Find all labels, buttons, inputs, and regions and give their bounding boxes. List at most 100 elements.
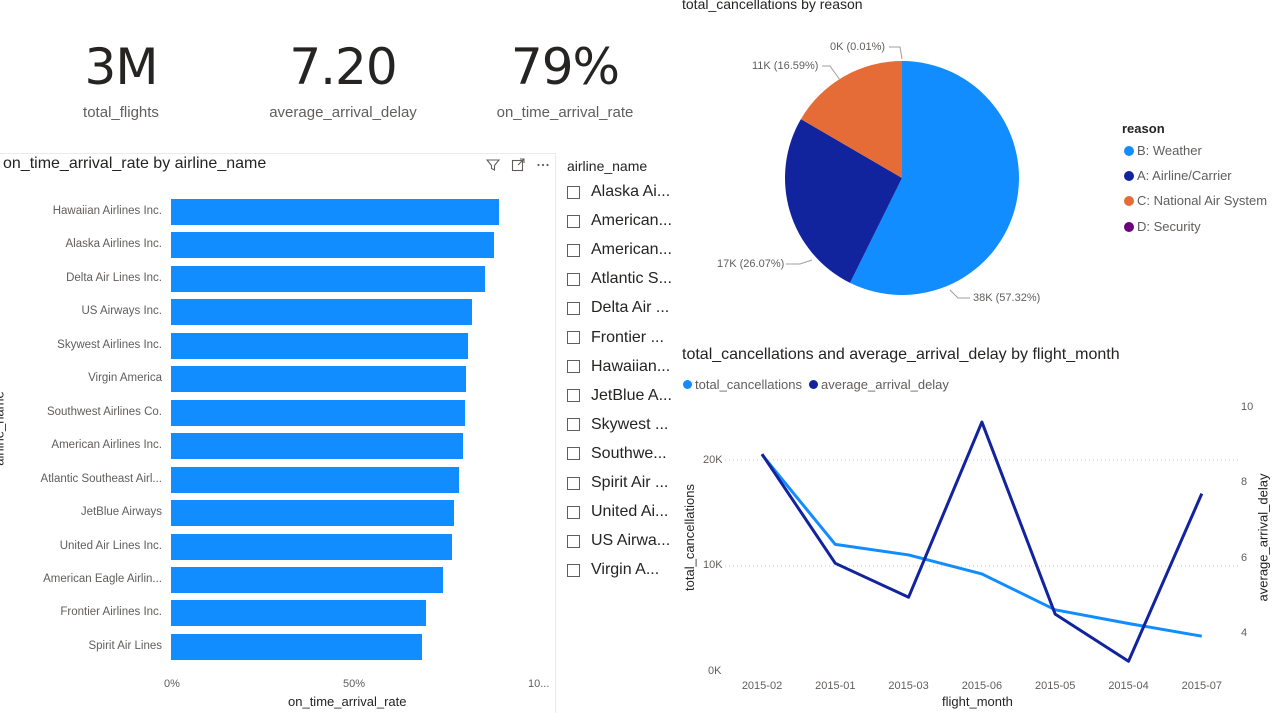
legend-item-security[interactable]: D: Security: [1124, 219, 1201, 234]
pie-data-label: 38K (57.32%): [973, 292, 1041, 304]
kpi-label: total_flights: [83, 104, 159, 121]
x-tick-label: 2015-05: [1035, 680, 1075, 692]
bar-category-label: United Air Lines Inc.: [59, 539, 162, 552]
bar[interactable]: [171, 332, 469, 359]
slicer-item[interactable]: Hawaiian...: [567, 355, 670, 379]
x-tick-label: 2015-02: [742, 680, 782, 692]
slicer-item[interactable]: Delta Air ...: [567, 296, 669, 320]
slicer-item[interactable]: Virgin A...: [567, 558, 659, 582]
slicer-item[interactable]: American...: [567, 209, 672, 233]
pie-chart-title: total_cancellations by reason: [682, 0, 863, 12]
bar-category-label: Southwest Airlines Co.: [46, 405, 162, 418]
bar-category-label: Hawaiian Airlines Inc.: [52, 205, 162, 217]
filter-icon[interactable]: [485, 157, 501, 173]
legend-dot: [1124, 221, 1134, 232]
legend-item-airline-carrier[interactable]: A: Airline/Carrier: [1124, 168, 1232, 183]
pie-data-label: 0K (0.01%): [830, 41, 886, 53]
slicer-item[interactable]: JetBlue A...: [567, 384, 672, 408]
series-line[interactable]: [760, 453, 1203, 638]
kpi-value: 7.20: [289, 38, 397, 96]
slicer-item[interactable]: American...: [567, 238, 672, 262]
legend-dot: [1124, 170, 1134, 181]
bar[interactable]: [171, 466, 460, 493]
bar[interactable]: [171, 533, 452, 560]
legend-label: total_cancellations: [695, 377, 802, 392]
bar[interactable]: [171, 199, 500, 225]
slicer-item[interactable]: Skywest ...: [567, 413, 668, 437]
legend-label: B: Weather: [1137, 143, 1202, 158]
checkbox[interactable]: [567, 389, 580, 403]
bar[interactable]: [171, 500, 454, 527]
bar[interactable]: [171, 265, 485, 292]
legend-item-average-arrival-delay[interactable]: average_arrival_delay: [809, 377, 949, 392]
bar-category-label: US Airways Inc.: [81, 305, 162, 318]
legend-item-weather[interactable]: B: Weather: [1124, 143, 1202, 158]
visual-border: [0, 153, 556, 154]
legend-label: A: Airline/Carrier: [1137, 168, 1232, 183]
right-tick-label: 10: [1241, 401, 1254, 413]
checkbox[interactable]: [567, 331, 580, 344]
slicer-item-label: Skywest ...: [591, 415, 669, 433]
checkbox[interactable]: [567, 301, 580, 315]
pie-data-label: 11K (16.59%): [752, 60, 819, 72]
checkbox[interactable]: [567, 243, 580, 257]
slicer-item[interactable]: Alaska Ai...: [567, 180, 670, 204]
checkbox[interactable]: [567, 476, 580, 490]
bar-category-label: American Eagle Airlin...: [43, 572, 162, 585]
bar-chart-x-axis-title: on_time_arrival_rate: [288, 694, 407, 709]
slicer-item-label: Southwe...: [591, 444, 667, 462]
right-tick-label: 4: [1241, 627, 1248, 639]
slicer-item[interactable]: Southwe...: [567, 442, 667, 466]
bar[interactable]: [171, 600, 427, 627]
kpi-label: average_arrival_delay: [269, 104, 417, 121]
bar[interactable]: [171, 399, 465, 426]
legend-item-total-cancellations[interactable]: total_cancellations: [683, 377, 802, 392]
pie-chart-svg: [785, 46, 1019, 299]
bar-category-label: Delta Air Lines Inc.: [66, 271, 162, 284]
pie-slice[interactable]: [800, 61, 902, 178]
legend-label: average_arrival_delay: [821, 377, 949, 392]
left-tick-label: 0K: [708, 665, 722, 677]
slicer-item[interactable]: Spirit Air ...: [567, 471, 668, 495]
slicer-item-label: Hawaiian...: [591, 357, 671, 375]
checkbox[interactable]: [567, 214, 580, 228]
left-tick-label: 10K: [703, 559, 723, 571]
pie-legend-title: reason: [1122, 121, 1165, 136]
legend-item-national-air-system[interactable]: C: National Air System: [1124, 193, 1267, 208]
slicer-item[interactable]: United Ai...: [567, 500, 668, 524]
slicer-item-label: United Ai...: [591, 503, 669, 521]
pie-slice[interactable]: [785, 119, 902, 283]
left-tick-label: 20K: [703, 454, 723, 466]
slicer-item[interactable]: Atlantic S...: [567, 267, 672, 291]
focus-mode-icon[interactable]: [510, 157, 526, 173]
bar[interactable]: [171, 299, 472, 326]
series-line[interactable]: [760, 420, 1204, 663]
slicer-item[interactable]: Frontier ...: [567, 326, 664, 350]
x-tick-label: 50%: [343, 678, 366, 690]
checkbox[interactable]: [567, 447, 580, 461]
checkbox[interactable]: [567, 563, 580, 577]
bar[interactable]: [171, 566, 443, 593]
slicer-item[interactable]: US Airwa...: [567, 529, 670, 553]
checkbox[interactable]: [567, 534, 580, 548]
more-options-icon[interactable]: [535, 157, 551, 173]
checkbox[interactable]: [567, 360, 580, 374]
slicer-item-label: Frontier ...: [591, 328, 664, 346]
kpi-value: 3M: [84, 38, 159, 96]
checkbox[interactable]: [567, 418, 580, 432]
pie-slice[interactable]: [850, 61, 1019, 295]
bar-chart-title: on_time_arrival_rate by airline_name: [3, 155, 267, 172]
right-tick-label: 6: [1241, 552, 1248, 564]
slicer-item-label: Atlantic S...: [591, 270, 672, 288]
bar[interactable]: [171, 433, 463, 460]
checkbox[interactable]: [567, 505, 580, 519]
legend-dot: [1124, 145, 1134, 156]
slicer-item-label: US Airwa...: [591, 532, 671, 550]
bar[interactable]: [171, 232, 494, 259]
checkbox[interactable]: [567, 185, 580, 199]
bar[interactable]: [171, 366, 467, 393]
bar[interactable]: [171, 633, 423, 660]
slicer-item-label: Delta Air ...: [591, 299, 670, 317]
checkbox[interactable]: [567, 272, 580, 286]
